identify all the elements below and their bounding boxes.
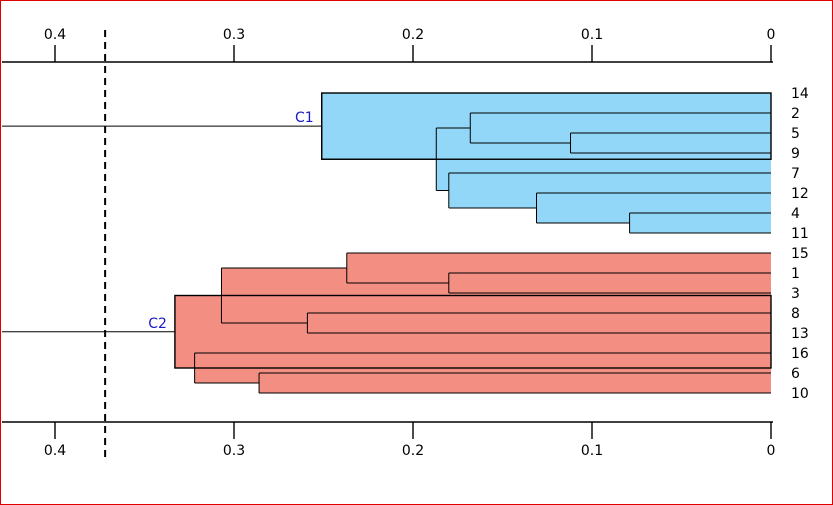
axis-tick-label-bottom: 0.3 bbox=[223, 443, 245, 459]
axis-tick-label-bottom: 0.4 bbox=[44, 443, 66, 459]
leaf-label: 7 bbox=[791, 166, 800, 182]
cluster-outlines bbox=[174, 92, 772, 369]
axis-tick-label-bottom: 0 bbox=[767, 443, 776, 459]
leaf-label: 11 bbox=[791, 226, 809, 242]
cluster-label-c1: C1 bbox=[295, 110, 314, 126]
leaf-label: 6 bbox=[791, 366, 800, 382]
leaf-label: 10 bbox=[791, 386, 809, 402]
cluster-outline-c1 bbox=[321, 92, 772, 160]
leaf-label: 16 bbox=[791, 346, 809, 362]
cluster-fill-c1 bbox=[570, 133, 771, 153]
axis-tick-label-top: 0.4 bbox=[44, 27, 66, 43]
axis-tick-label-top: 0.2 bbox=[402, 27, 424, 43]
leaf-label: 3 bbox=[791, 286, 800, 302]
leaf-label: 8 bbox=[791, 306, 800, 322]
leaf-label: 12 bbox=[791, 186, 809, 202]
leaf-label: 5 bbox=[791, 126, 800, 142]
cluster-outline-c2 bbox=[174, 294, 772, 369]
axis-tick-label-top: 0.1 bbox=[581, 27, 603, 43]
cluster-fill-c2 bbox=[307, 313, 771, 333]
cluster-fill-c1 bbox=[629, 213, 771, 233]
leaf-label: 4 bbox=[791, 206, 800, 222]
leaf-label: 2 bbox=[791, 106, 800, 122]
leaf-label: 1 bbox=[791, 266, 800, 282]
axis-tick-label-bottom: 0.2 bbox=[402, 443, 424, 459]
axes: 0.4 0.3 0.2 0.1 0 0.4 0.3 0.2 0.1 0 bbox=[2, 27, 775, 459]
cluster-fill-c2 bbox=[259, 373, 771, 393]
leaf-label: 9 bbox=[791, 146, 800, 162]
cluster-label-c2: C2 bbox=[148, 316, 167, 332]
axis-tick-label-bottom: 0.1 bbox=[581, 443, 603, 459]
cluster-fills bbox=[174, 93, 772, 393]
leaf-label: 14 bbox=[791, 86, 809, 102]
leaf-label: 13 bbox=[791, 326, 809, 342]
cluster-fill-c2 bbox=[448, 273, 771, 293]
axis-tick-label-top: 0.3 bbox=[223, 27, 245, 43]
leaf-label: 15 bbox=[791, 246, 809, 262]
axis-tick-label-top: 0 bbox=[767, 27, 776, 43]
